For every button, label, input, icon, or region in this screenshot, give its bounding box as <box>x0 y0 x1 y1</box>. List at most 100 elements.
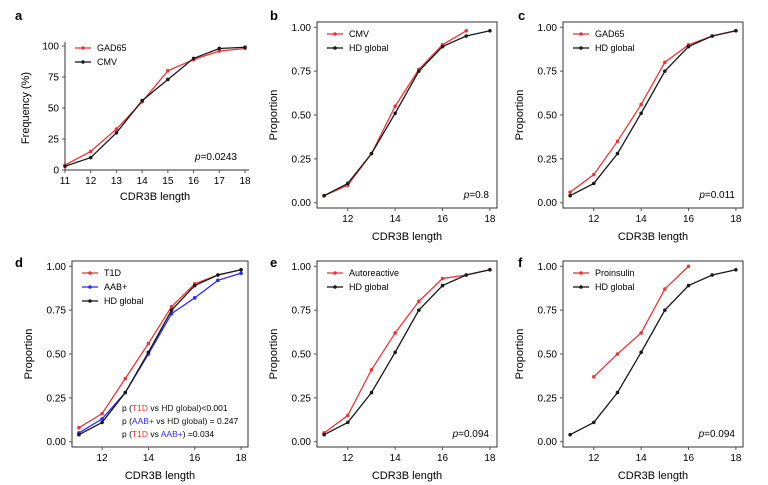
data-point <box>123 390 128 395</box>
y-tick-label: 1.00 <box>292 262 312 273</box>
y-tick-label: 0.50 <box>47 350 67 361</box>
x-tick-label: 12 <box>588 453 600 464</box>
legend-label: Proinsulin <box>595 268 635 278</box>
legend-marker <box>333 285 337 289</box>
data-point <box>663 69 667 73</box>
p-symbol: p <box>463 190 470 201</box>
data-point <box>568 190 572 195</box>
p-value: p=0.094 <box>698 429 736 440</box>
data-point <box>345 420 350 425</box>
panel-b: b 12 14 16 18 0.00 0.25 0.50 0.75 1.00 CDR3B lengt… <box>268 8 498 243</box>
p-symbol: p <box>452 429 459 440</box>
data-point <box>591 375 596 379</box>
data-point <box>63 164 67 169</box>
series-line-gad65 <box>569 30 737 193</box>
p-note-part: HD global <box>167 416 204 426</box>
x-tick-label: 16 <box>437 453 449 464</box>
x-tick-label: 16 <box>188 176 200 187</box>
data-point <box>686 264 691 269</box>
data-point <box>114 131 119 135</box>
x-tick-label: 14 <box>636 214 648 225</box>
p-value: p=0.011 <box>698 190 735 201</box>
x-tick-label: 16 <box>683 453 695 464</box>
panel-f: f 12 14 16 18 0.00 0.25 0.50 0.75 1.00 CDR3B lengt… <box>514 255 744 482</box>
y-tick-label: 0.50 <box>292 350 312 361</box>
p-note-part: p ( <box>122 416 132 426</box>
p-note-part: p ( <box>122 429 132 439</box>
legend-marker <box>333 271 337 275</box>
series-line-hd-global <box>569 269 737 436</box>
x-axis-label: CDR3B length <box>372 470 442 482</box>
data-point <box>393 331 397 335</box>
series-line-gad65 <box>64 47 246 166</box>
p-value: p=0.094 <box>452 429 490 440</box>
y-tick-label: 0.00 <box>292 437 312 448</box>
p-value-text: =0.0243 <box>201 152 238 163</box>
y-tick-label: 0.50 <box>292 111 312 122</box>
data-point <box>239 271 243 276</box>
data-point <box>663 308 667 312</box>
data-point <box>191 56 196 61</box>
data-point <box>88 155 93 160</box>
panel-letter-a: a <box>15 8 23 23</box>
plot-frame <box>562 260 744 448</box>
y-tick-label: 0.25 <box>47 393 67 404</box>
legend-label: HD global <box>595 43 635 53</box>
p-note-part: T1D <box>132 429 148 439</box>
x-tick-label: 11 <box>60 176 71 187</box>
data-point <box>488 267 492 272</box>
legend-label: HD global <box>595 282 635 292</box>
data-point <box>615 352 620 356</box>
y-tick-label: 1.00 <box>538 262 558 273</box>
legend-label: Autoreactive <box>349 268 399 278</box>
x-tick-label: 12 <box>85 176 97 187</box>
data-point <box>591 420 596 425</box>
x-tick-label: 12 <box>97 453 109 464</box>
data-point <box>243 45 247 50</box>
p-symbol: p <box>698 429 705 440</box>
data-point <box>140 98 144 103</box>
data-point <box>440 44 445 49</box>
data-point <box>464 28 469 33</box>
data-point <box>615 390 620 395</box>
data-point <box>146 341 151 346</box>
y-tick-label: 0.75 <box>538 306 558 317</box>
x-tick-label: 14 <box>143 453 155 464</box>
y-tick-label: 0.50 <box>538 111 558 122</box>
p-value-text: =0.094 <box>458 429 489 440</box>
panel-letter-d: d <box>15 255 23 270</box>
x-tick-label: 16 <box>683 214 695 225</box>
data-point <box>417 299 421 304</box>
data-point <box>100 417 104 421</box>
data-point <box>639 331 643 335</box>
y-tick-label: 0.75 <box>292 306 312 317</box>
data-point <box>100 411 104 416</box>
p-note-part: vs <box>154 416 167 426</box>
panel-d: d 12 14 16 18 0.00 0.25 0.50 0.75 1.00 CDR3B lengt… <box>15 255 249 482</box>
legend-marker <box>333 32 337 36</box>
p-note-part: T1D <box>132 403 148 413</box>
y-axis-label: Proportion <box>268 90 280 141</box>
data-point <box>568 193 572 198</box>
y-tick-label: 0.75 <box>538 67 558 78</box>
panel-letter-b: b <box>270 8 278 23</box>
x-tick-label: 18 <box>235 453 247 464</box>
legend-label: CMV <box>349 29 369 39</box>
data-point <box>369 151 374 156</box>
data-point <box>216 278 220 283</box>
x-tick-label: 16 <box>189 453 201 464</box>
x-tick-label: 18 <box>730 453 742 464</box>
data-point <box>393 350 397 355</box>
y-axis-label: Proportion <box>514 90 526 141</box>
data-point <box>114 127 119 131</box>
data-point <box>710 34 715 38</box>
data-point <box>591 172 596 177</box>
data-point <box>239 267 243 272</box>
legend-label: HD global <box>349 43 389 53</box>
y-tick-label: 0.50 <box>538 350 558 361</box>
x-tick-label: 14 <box>390 453 402 464</box>
p-note-part: AAB+ <box>161 429 183 439</box>
p-comparison-note: p (T1D vs HD global)<0.001 <box>122 403 228 413</box>
data-point <box>345 413 350 418</box>
p-value-text: =0.094 <box>704 429 735 440</box>
